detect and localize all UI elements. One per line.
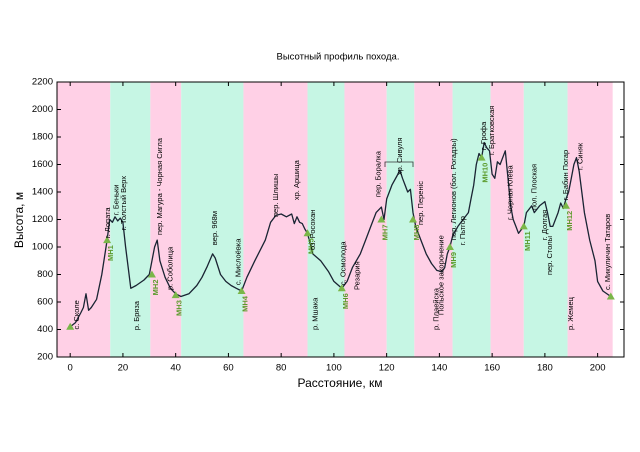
- marker-label: МН7: [380, 225, 389, 241]
- marker: [337, 284, 346, 292]
- marker: [445, 243, 454, 250]
- annotation: р. Мшака: [310, 297, 319, 330]
- marker: [519, 222, 528, 230]
- y-tick-label: 400: [37, 324, 53, 335]
- marker: [237, 287, 246, 294]
- band: [567, 82, 613, 357]
- marker-label: МН4: [241, 295, 250, 312]
- y-tick-label: 1000: [32, 242, 53, 253]
- annotation: г. Беньки: [111, 184, 120, 215]
- annotation: пер. Легионов (бол. Рогадзы): [449, 138, 458, 240]
- y-tick-label: 600: [37, 297, 53, 308]
- x-tick-label: 100: [326, 363, 342, 374]
- x-tick-label: 0: [68, 363, 73, 374]
- band: [150, 82, 182, 357]
- annotation: пер. Шлишы: [271, 174, 280, 217]
- marker: [171, 291, 180, 299]
- y-tick-label: 800: [37, 269, 53, 280]
- marker: [66, 322, 75, 330]
- annotation: г. Синяк: [575, 142, 584, 170]
- marker-label: МН11: [523, 231, 532, 251]
- annotation: р. Соболица: [165, 246, 174, 290]
- marker: [103, 236, 112, 244]
- marker: [377, 215, 386, 223]
- band: [523, 82, 568, 357]
- y-axis-title: Высота, м: [12, 192, 26, 248]
- band: [386, 82, 415, 357]
- annotation: р. Бряза: [132, 300, 141, 330]
- band: [243, 82, 308, 357]
- x-tick-label: 80: [276, 363, 287, 374]
- marker: [409, 215, 418, 223]
- annotation: с. Сколе: [72, 300, 81, 329]
- y-tick-label: 2200: [32, 77, 53, 88]
- annotation: р. Жемец: [566, 296, 575, 330]
- x-tick-label: 160: [484, 363, 500, 374]
- marker-label: МН2: [151, 280, 160, 296]
- annotation: г. Чорная Клева: [506, 164, 515, 220]
- y-tick-label: 2000: [32, 104, 53, 115]
- marker: [606, 292, 615, 300]
- elevation-line: [69, 141, 612, 328]
- y-tick-label: 1800: [32, 132, 53, 143]
- marker-label: МН5: [307, 238, 316, 254]
- x-tick-label: 180: [537, 363, 553, 374]
- annotation: г. Братковская: [487, 106, 496, 155]
- annotation: пер. Боралка: [374, 150, 383, 197]
- marker-label: МН9: [449, 252, 458, 268]
- annotation: с. Осмолода: [338, 241, 347, 286]
- band: [452, 82, 491, 357]
- x-tick-label: 40: [170, 363, 181, 374]
- marker-label: МН1: [106, 245, 115, 261]
- x-tick-label: 20: [118, 363, 129, 374]
- y-tick-label: 1600: [32, 159, 53, 170]
- annotation: г. Грофа: [479, 121, 488, 150]
- annotation: пер. Переніс: [416, 181, 425, 225]
- annotation: хр. Аршица: [292, 159, 301, 200]
- band: [414, 82, 453, 357]
- marker-label: МН10: [481, 163, 490, 183]
- x-tick-label: 200: [590, 363, 606, 374]
- marker: [303, 229, 312, 237]
- annotation: пол. Плоская: [529, 164, 538, 210]
- annotation: г. Пьтгор: [458, 216, 467, 245]
- annotation: р. Плаейска: [432, 287, 441, 330]
- band: [490, 82, 524, 357]
- chart-title: Высотный профиль похода.: [277, 52, 400, 63]
- annotation: пер. Магура - Чорная Сигла: [155, 137, 164, 235]
- marker: [561, 201, 570, 209]
- annotation: оз. Росохан: [308, 210, 317, 250]
- annotation: Польское захоронение: [436, 235, 445, 315]
- annotation: с. Микуличин Татаров: [603, 214, 612, 290]
- band: [181, 82, 244, 357]
- y-tick-label: 1200: [32, 214, 53, 225]
- marker-label: МН8: [412, 225, 421, 241]
- marker-label: МН12: [565, 211, 574, 231]
- annotation: пер. Столы: [545, 236, 554, 275]
- marker: [147, 270, 156, 278]
- y-tick-label: 1400: [32, 187, 53, 198]
- plot-content: МН1 МН2 МН3 МН4 МН5 МН6 МН7 МН8 МН9 МН10 МН11 МН12 с…: [66, 106, 615, 330]
- annotation: г. Лопата: [103, 207, 112, 238]
- marker-label: МН3: [175, 300, 184, 316]
- annotation: г. Бабин Погар: [561, 150, 570, 200]
- annotation: г. Долгая: [540, 210, 549, 240]
- x-tick-label: 60: [223, 363, 234, 374]
- ridge-bracket: [384, 161, 414, 167]
- bands: [57, 82, 613, 357]
- x-tick-label: 120: [379, 363, 395, 374]
- annotation: с. Мислоёвка: [233, 238, 242, 285]
- annotation: г. Толстый Верх: [119, 176, 128, 230]
- annotation: вер. 968м: [210, 211, 219, 245]
- annotation: Резария: [353, 261, 362, 290]
- marker-label: МН6: [341, 293, 350, 309]
- marker: [477, 153, 486, 161]
- y-tick-label: 200: [37, 352, 53, 363]
- x-axis-title: Расстояние, км: [298, 376, 383, 390]
- band: [307, 82, 345, 357]
- annotation: хр. Сивуля: [395, 138, 404, 176]
- x-tick-label: 140: [431, 363, 447, 374]
- band: [57, 82, 111, 357]
